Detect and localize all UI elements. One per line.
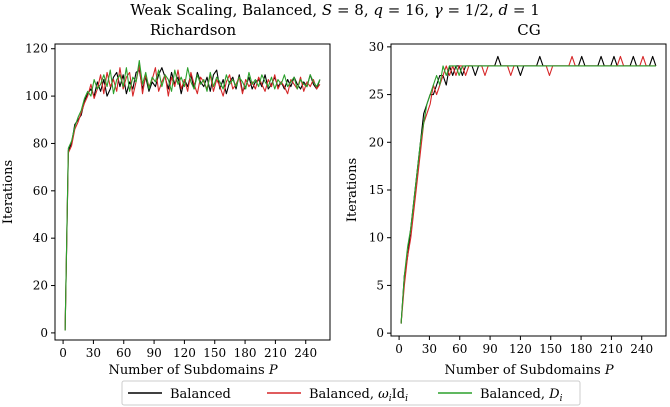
richardson-ytick-label: 60 xyxy=(33,184,48,198)
richardson-axes-frame xyxy=(54,43,331,341)
cg-ytick-label: 30 xyxy=(369,40,384,54)
richardson-xtick-label: 120 xyxy=(173,346,196,360)
richardson-ytick-label: 0 xyxy=(40,326,48,340)
cg-xtick-label: 30 xyxy=(422,342,437,356)
legend-label-balanced-omega-id: Balanced, ωiIdi xyxy=(309,387,408,404)
legend-item-balanced-d: Balanced, Di xyxy=(438,387,563,404)
legend-label-balanced-d: Balanced, Di xyxy=(480,387,563,404)
figure-suptitle: Weak Scaling, Balanced, S = 8, q = 16, γ… xyxy=(130,1,540,19)
cg-ytick-label: 25 xyxy=(369,88,384,102)
cg-plot: 0 30 60 90 120 150 180 210 240 0 5 10 15 20 25 30 xyxy=(369,40,657,356)
richardson-series-line-2 xyxy=(64,60,321,331)
richardson-xtick-label: 240 xyxy=(294,346,317,360)
cg-xtick-label: 150 xyxy=(539,342,562,356)
richardson-series-line-1 xyxy=(64,64,321,331)
richardson-ytick-label: 100 xyxy=(25,89,48,103)
legend-frame xyxy=(121,380,581,406)
cg-series-line-2 xyxy=(400,65,656,324)
cg-xtick-label: 60 xyxy=(452,342,467,356)
richardson-xtick-label: 30 xyxy=(86,346,101,360)
cg-ytick-label: 20 xyxy=(369,135,384,149)
richardson-xtick-label: 90 xyxy=(146,346,161,360)
richardson-panel: Richardson 0 30 60 90 120 150 180 210 240 0 20 40 60… xyxy=(1,21,331,378)
richardson-ytick-label: 120 xyxy=(25,42,48,56)
cg-axes-frame xyxy=(390,43,667,337)
richardson-ylabel: Iterations xyxy=(1,160,16,224)
legend-label-balanced: Balanced xyxy=(170,387,231,402)
cg-xtick-label: 210 xyxy=(600,342,623,356)
cg-title: CG xyxy=(517,21,540,39)
cg-ytick-label: 15 xyxy=(369,183,384,197)
legend-item-balanced-omega-id: Balanced, ωiIdi xyxy=(267,387,408,404)
richardson-series-line-0 xyxy=(64,67,321,331)
cg-xtick-label: 240 xyxy=(630,342,653,356)
richardson-xlabel: Number of Subdomains P xyxy=(108,363,277,378)
cg-ylabel: Iterations xyxy=(345,158,360,222)
legend-item-balanced: Balanced xyxy=(128,387,231,402)
richardson-xtick-label: 60 xyxy=(116,346,131,360)
cg-series-line-0 xyxy=(400,55,657,324)
richardson-ytick-label: 80 xyxy=(33,136,48,150)
cg-ytick-label: 0 xyxy=(376,326,384,340)
cg-ytick-label: 5 xyxy=(376,278,384,292)
cg-panel: CG 0 30 60 90 120 150 180 210 240 0 5 10 15 20 25 30 It… xyxy=(345,21,667,378)
cg-series-line-1 xyxy=(400,55,656,324)
cg-ytick-label: 10 xyxy=(369,231,384,245)
cg-xtick-label: 180 xyxy=(570,342,593,356)
cg-xtick-label: 120 xyxy=(509,342,532,356)
richardson-ytick-label: 40 xyxy=(33,231,48,245)
richardson-plot: 0 30 60 90 120 150 180 210 240 0 20 40 60 80 100 120 xyxy=(25,42,321,360)
richardson-xtick-label: 180 xyxy=(234,346,257,360)
cg-xtick-label: 90 xyxy=(482,342,497,356)
richardson-xtick-label: 0 xyxy=(59,346,67,360)
richardson-ytick-label: 20 xyxy=(33,279,48,293)
richardson-title: Richardson xyxy=(150,21,237,39)
richardson-xtick-label: 150 xyxy=(203,346,226,360)
richardson-xtick-label: 210 xyxy=(264,346,287,360)
cg-xtick-label: 0 xyxy=(395,342,403,356)
cg-xlabel: Number of Subdomains P xyxy=(444,363,613,378)
legend: Balanced Balanced, ωiIdi Balanced, Di xyxy=(121,380,581,406)
